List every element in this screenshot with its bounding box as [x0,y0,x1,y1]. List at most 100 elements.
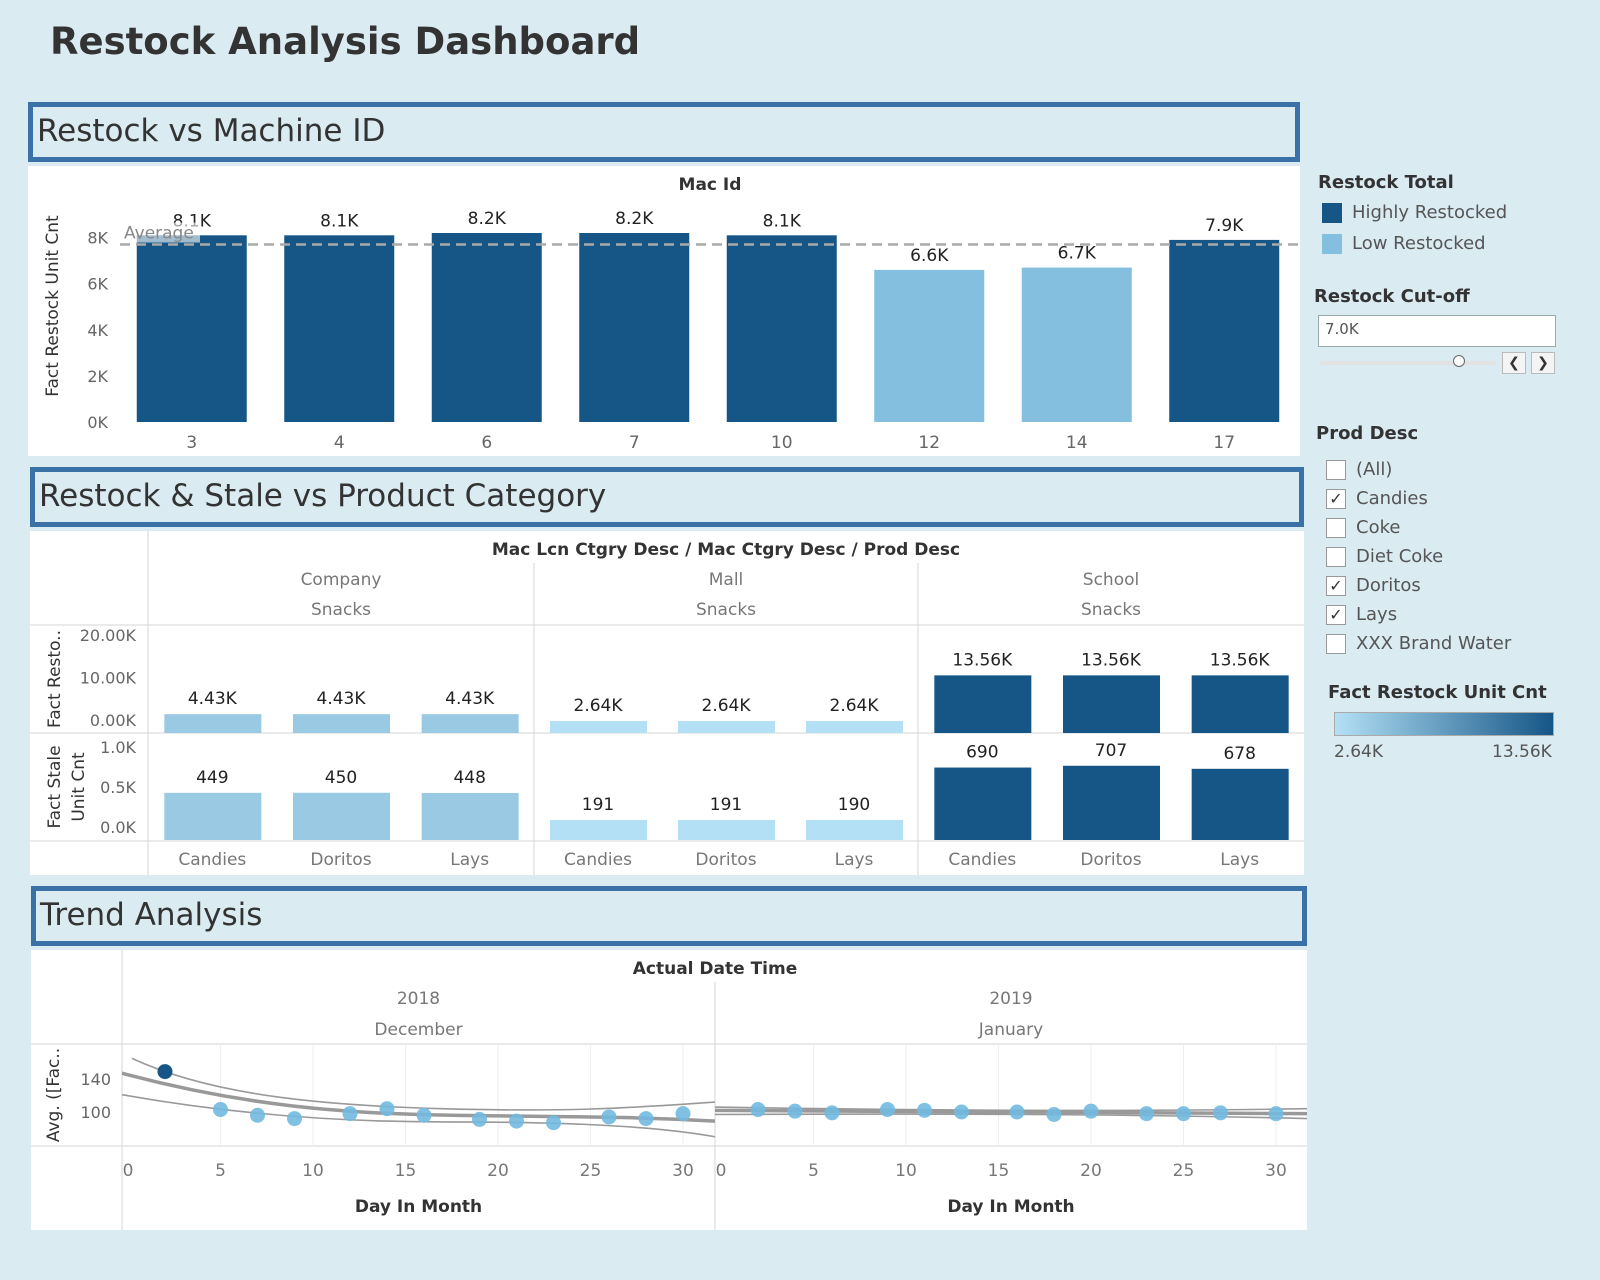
cutoff-title: Restock Cut-off [1314,286,1470,307]
chevron-right-icon: ❯ [1537,355,1549,371]
x-tick-label: 30 [1265,1161,1287,1181]
restock-bar[interactable] [421,714,519,733]
bar-value-label: 8.1K [763,211,802,231]
machine-bar[interactable] [874,269,985,422]
prod-desc-item[interactable]: Coke [1326,513,1511,542]
data-point[interactable] [1139,1106,1154,1122]
category-bar-chart[interactable]: Mac Lcn Ctgry Desc / Mac Ctgry Desc / Pr… [30,531,1304,875]
stale-bar[interactable] [806,820,903,840]
restock-bar[interactable] [550,721,647,733]
trend-chart-panel: Actual Date Time Avg. ([Fac.. 100 140 2018 De… [31,950,1308,1230]
legend-item-low-restocked[interactable]: Low Restocked [1322,233,1486,254]
checkbox-unchecked[interactable] [1326,546,1346,567]
restock-bar[interactable] [1063,675,1160,733]
legend-swatch-highly [1322,202,1342,223]
legend-label-low: Low Restocked [1352,233,1486,254]
checkbox-unchecked[interactable] [1326,517,1346,538]
prod-desc-item[interactable]: XXX Brand Water [1326,629,1511,658]
data-point[interactable] [157,1064,173,1080]
data-point[interactable] [1213,1105,1228,1121]
y-tick-label: 1.0K [100,738,136,757]
prod-desc-item[interactable]: (All) [1326,455,1511,484]
stale-bar[interactable] [550,819,647,840]
restock-value-label: 2.64K [830,696,880,716]
data-point[interactable] [472,1111,487,1127]
prod-desc-item[interactable]: Diet Coke [1326,542,1511,571]
restock-bar[interactable] [164,714,262,733]
checkbox-unchecked[interactable] [1326,633,1346,654]
machine-bar[interactable] [726,235,837,422]
data-point[interactable] [546,1115,561,1131]
stale-bar[interactable] [421,792,519,840]
x-tick-label: Candies [178,850,246,870]
machine-bar[interactable] [136,235,247,422]
cutoff-decrease-button[interactable]: ❮ [1502,352,1526,374]
stale-bar[interactable] [1063,765,1160,840]
data-point[interactable] [824,1105,840,1121]
x-tick-label: 30 [672,1161,694,1181]
x-tick-label: 14 [1066,433,1088,453]
restock-bar[interactable] [934,675,1032,733]
data-point[interactable] [638,1111,654,1127]
prod-desc-label: Diet Coke [1356,546,1444,567]
prod-desc-label: Lays [1356,604,1398,625]
cutoff-slider-handle[interactable] [1453,355,1466,367]
checkbox-checked[interactable]: ✓ [1326,575,1346,596]
restock-bar[interactable] [678,721,775,733]
data-point[interactable] [379,1101,395,1117]
data-point[interactable] [416,1107,432,1123]
stale-bar[interactable] [164,792,262,840]
data-point[interactable] [213,1102,228,1118]
x-tick-label: Candies [564,850,632,870]
section-title-machine: Restock vs Machine ID [37,113,386,149]
machine-bar[interactable] [1169,239,1280,422]
stale-bar[interactable] [678,819,775,840]
chart-title: Actual Date Time [633,959,798,979]
restock-bar[interactable] [806,721,903,733]
restock-value-label: 13.56K [1081,650,1142,670]
data-point[interactable] [509,1113,524,1129]
cutoff-increase-button[interactable]: ❯ [1531,352,1555,374]
stale-bar[interactable] [293,792,390,840]
machine-bar[interactable] [284,235,395,422]
bar-value-label: 6.7K [1058,244,1097,264]
stale-bar[interactable] [934,767,1032,840]
prod-desc-item[interactable]: ✓ Lays [1326,600,1511,629]
data-point[interactable] [1046,1106,1062,1122]
data-point[interactable] [250,1107,265,1123]
x-tick-label: 0 [123,1161,134,1181]
x-tick-label: Candies [948,850,1016,870]
data-point[interactable] [917,1102,932,1118]
data-point[interactable] [1268,1106,1284,1122]
data-point[interactable] [342,1106,358,1122]
machine-bar-chart[interactable]: Mac Id Fact Restock Unit Cnt 0K 2K 4K 6K 8K 8.1… [28,166,1300,456]
data-point[interactable] [601,1109,617,1125]
data-point[interactable] [1176,1106,1191,1122]
data-point[interactable] [287,1111,302,1127]
y-tick-label: 0.5K [100,778,136,797]
data-point[interactable] [750,1102,766,1118]
data-point[interactable] [1083,1103,1099,1119]
data-point[interactable] [1009,1104,1025,1120]
cutoff-input[interactable]: 7.0K [1318,315,1556,347]
cutoff-slider-track[interactable] [1320,355,1496,367]
legend-item-highly-restocked[interactable]: Highly Restocked [1322,202,1507,223]
checkbox-checked[interactable]: ✓ [1326,604,1346,625]
data-point[interactable] [954,1104,969,1120]
y-tick-label: 0.0K [100,818,136,837]
y-tick-label: 20.00K [80,626,137,645]
data-point[interactable] [787,1103,803,1119]
checkbox-unchecked[interactable] [1326,459,1346,480]
restock-bar[interactable] [1191,675,1289,733]
checkbox-checked[interactable]: ✓ [1326,488,1346,509]
prod-desc-item[interactable]: ✓ Candies [1326,484,1511,513]
machine-bar[interactable] [579,233,690,422]
stale-bar[interactable] [1191,768,1289,840]
restock-bar[interactable] [293,714,390,733]
data-point[interactable] [675,1106,691,1122]
data-point[interactable] [880,1102,895,1118]
machine-bar[interactable] [431,233,542,422]
prod-desc-item[interactable]: ✓ Doritos [1326,571,1511,600]
machine-bar[interactable] [1021,267,1132,422]
